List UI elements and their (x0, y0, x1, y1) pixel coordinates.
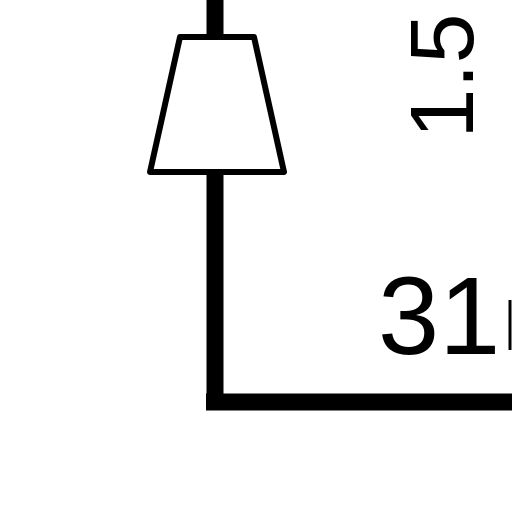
wire-size-label: 1.5 (393, 13, 493, 139)
connector-symbol (147, 34, 287, 175)
wire-number-label: 31 (378, 255, 501, 378)
